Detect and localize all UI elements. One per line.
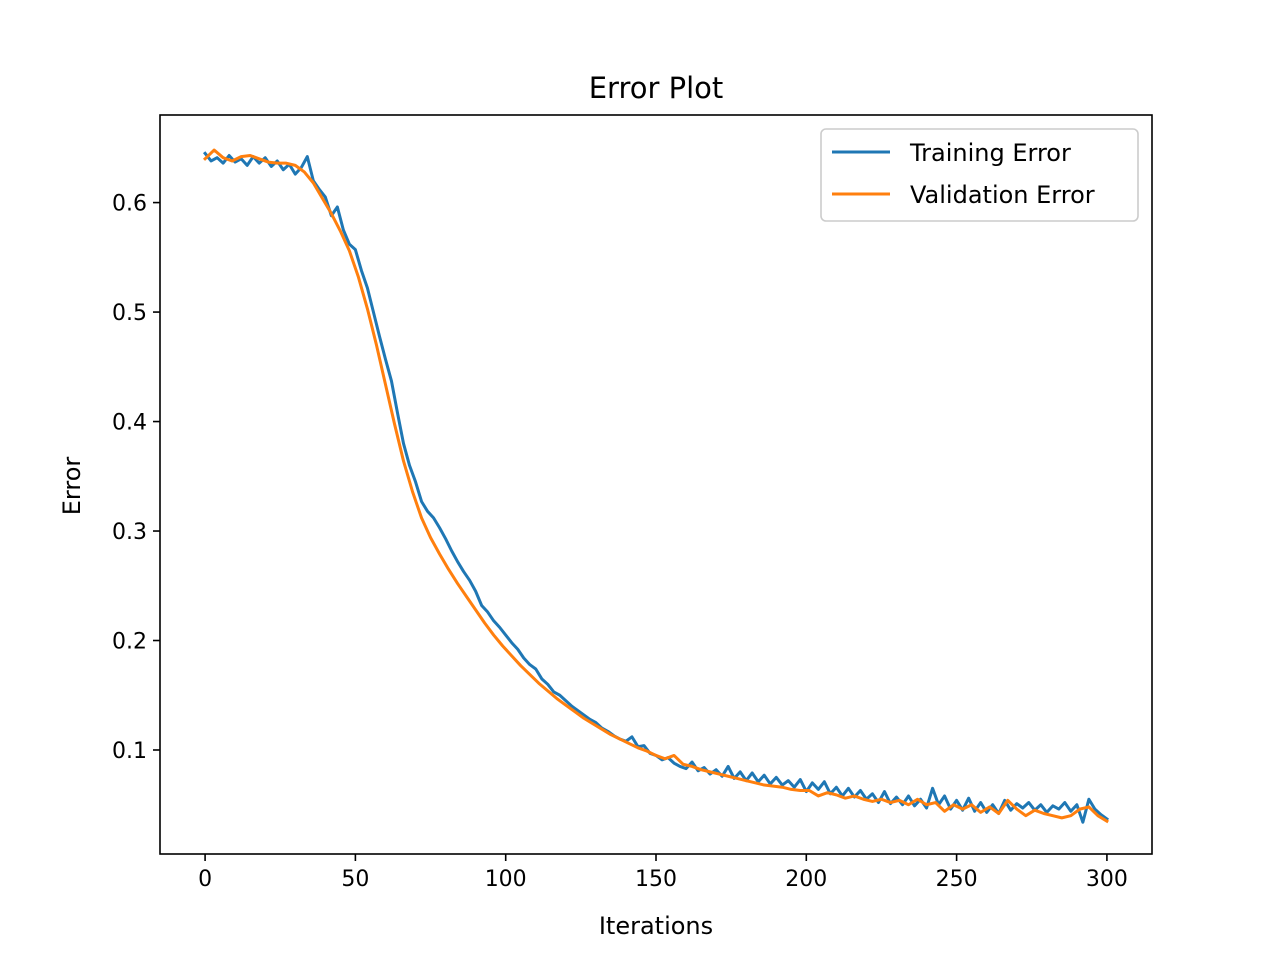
x-tick-label: 100 <box>485 867 527 892</box>
y-tick-label: 0.3 <box>112 520 147 545</box>
x-tick-label: 50 <box>341 867 369 892</box>
x-tick-label: 0 <box>198 867 212 892</box>
x-axis-label: Iterations <box>599 912 713 940</box>
chart-title: Error Plot <box>589 71 724 105</box>
y-tick-label: 0.6 <box>112 192 147 217</box>
y-axis-ticks: 0.1 0.2 0.3 0.4 0.5 0.6 <box>112 192 160 764</box>
legend-label-validation-error: Validation Error <box>910 181 1095 209</box>
y-tick-label: 0.1 <box>112 739 147 764</box>
y-tick-label: 0.4 <box>112 411 147 436</box>
legend-box <box>820 128 1139 222</box>
legend-label-training-error: Training Error <box>909 139 1071 167</box>
y-axis-label: Error <box>58 457 86 516</box>
x-tick-label: 150 <box>635 867 677 892</box>
series-line-validation-error <box>202 148 1109 824</box>
x-axis-ticks: 0 50 100 150 200 250 300 <box>198 854 1128 892</box>
x-tick-label: 300 <box>1086 867 1128 892</box>
legend: Training Error Validation Error <box>820 128 1139 222</box>
x-tick-label: 250 <box>936 867 978 892</box>
series-layer <box>202 148 1110 824</box>
x-tick-label: 200 <box>785 867 827 892</box>
y-tick-label: 0.2 <box>112 630 147 655</box>
y-tick-label: 0.5 <box>112 301 147 326</box>
